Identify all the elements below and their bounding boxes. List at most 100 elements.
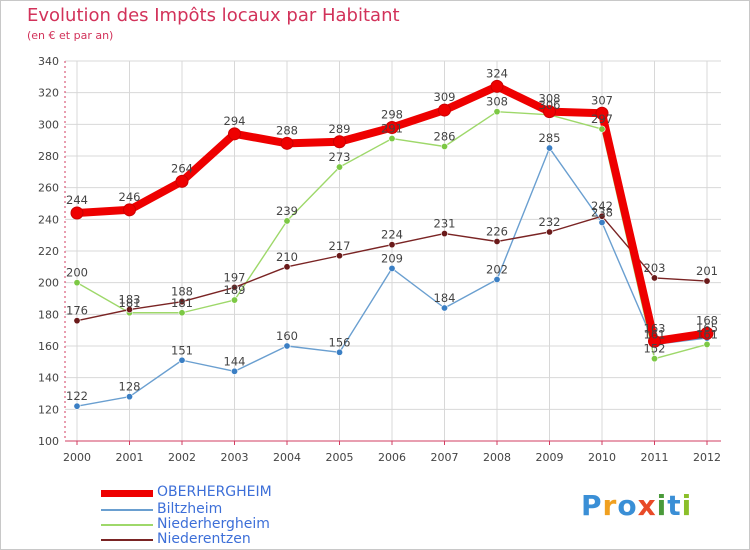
point-oberhergheim: [648, 334, 661, 348]
data-label-niederentzen: 183: [119, 293, 141, 307]
point-biltzheim: [126, 393, 134, 401]
y-tick-label: 340: [38, 55, 59, 68]
point-biltzheim: [231, 367, 239, 375]
point-biltzheim: [545, 144, 553, 152]
x-tick-label: 2004: [273, 451, 301, 464]
x-tick-label: 2005: [326, 451, 354, 464]
y-tick-label: 240: [38, 213, 59, 226]
x-tick-label: 2009: [536, 451, 564, 464]
data-label-niederentzen: 242: [591, 199, 613, 213]
point-niederentzen: [388, 241, 396, 249]
data-label-niederhergheim: 161: [696, 327, 718, 341]
data-label-niederentzen: 224: [381, 228, 403, 242]
data-label-niederentzen: 176: [66, 304, 88, 318]
x-tick-label: 2003: [221, 451, 249, 464]
data-label-niederentzen: 217: [329, 239, 351, 253]
point-oberhergheim: [490, 79, 504, 93]
data-label-niederhergheim: 308: [486, 95, 508, 109]
point-niederentzen: [703, 277, 711, 285]
data-label-biltzheim: 202: [486, 263, 508, 277]
point-oberhergheim: [175, 174, 189, 188]
x-tick-label: 2001: [116, 451, 144, 464]
x-tick-label: 2002: [168, 451, 196, 464]
data-label-biltzheim: 161: [644, 327, 666, 341]
data-label-niederentzen: 203: [644, 261, 666, 275]
data-label-biltzheim: 285: [539, 131, 561, 145]
data-label-oberhergheim: 309: [434, 90, 456, 104]
point-oberhergheim: [228, 127, 241, 141]
data-label-niederhergheim: 286: [434, 130, 456, 144]
y-tick-label: 300: [38, 118, 59, 131]
data-label-niederhergheim: 181: [119, 296, 141, 310]
x-tick-label: 2000: [63, 451, 91, 464]
point-niederentzen: [650, 274, 658, 282]
y-tick-label: 260: [38, 182, 59, 195]
x-tick-label: 2008: [483, 451, 511, 464]
point-oberhergheim: [595, 106, 609, 120]
point-oberhergheim: [700, 326, 714, 340]
data-label-oberhergheim: 294: [224, 114, 246, 128]
point-niederhergheim: [388, 135, 396, 143]
point-biltzheim: [598, 219, 606, 227]
point-biltzheim: [493, 275, 501, 283]
point-niederentzen: [493, 238, 501, 246]
point-oberhergheim: [280, 136, 294, 150]
legend-label: Biltzheim: [157, 501, 223, 517]
logo-letter: i: [681, 489, 693, 522]
data-label-niederhergheim: 306: [539, 98, 561, 112]
point-biltzheim: [73, 402, 81, 410]
point-niederhergheim: [73, 279, 81, 287]
data-label-niederhergheim: 200: [66, 266, 88, 280]
data-label-biltzheim: 156: [329, 335, 351, 349]
data-label-niederhergheim: 152: [644, 342, 666, 356]
chart-title: Evolution des Impôts locaux par Habitant: [27, 5, 400, 26]
y-tick-label: 140: [38, 372, 59, 385]
point-oberhergheim: [438, 103, 451, 117]
data-label-niederhergheim: 273: [329, 150, 351, 164]
point-niederhergheim: [598, 125, 606, 133]
data-label-biltzheim: 144: [224, 354, 246, 368]
y-tick-label: 120: [38, 403, 59, 416]
y-tick-label: 100: [38, 435, 59, 448]
data-label-niederhergheim: 189: [224, 283, 246, 297]
point-niederentzen: [73, 317, 81, 325]
data-label-biltzheim: 151: [171, 343, 193, 357]
data-label-oberhergheim: 168: [696, 313, 718, 327]
data-label-oberhergheim: 288: [276, 123, 298, 137]
data-label-niederhergheim: 291: [381, 122, 403, 136]
x-tick-label: 2007: [431, 451, 459, 464]
data-label-oberhergheim: 298: [381, 108, 403, 122]
logo-letter: i: [656, 489, 668, 522]
point-oberhergheim: [385, 121, 399, 134]
data-label-niederentzen: 197: [224, 270, 246, 284]
point-niederentzen: [283, 263, 291, 271]
data-label-oberhergheim: 163: [644, 321, 666, 335]
y-tick-label: 180: [38, 308, 59, 321]
data-label-niederentzen: 231: [434, 217, 456, 231]
data-label-biltzheim: 165: [696, 321, 718, 335]
data-label-niederentzen: 210: [276, 250, 298, 264]
point-biltzheim: [335, 348, 343, 356]
data-label-niederhergheim: 239: [276, 204, 298, 218]
data-label-oberhergheim: 324: [486, 66, 508, 80]
data-label-niederentzen: 188: [171, 285, 193, 299]
point-oberhergheim: [123, 203, 136, 217]
y-tick-label: 280: [38, 150, 59, 163]
data-label-niederentzen: 201: [696, 264, 718, 278]
data-label-biltzheim: 209: [381, 251, 403, 265]
axis-layer: 100 120 140 160 180 200 220 240 260 280 300 320 340 2…: [38, 55, 721, 464]
legend-label: OBERHERGHEIM: [157, 484, 272, 500]
data-label-niederhergheim: 181: [171, 296, 193, 310]
point-niederhergheim: [703, 340, 711, 348]
point-biltzheim: [178, 356, 186, 364]
y-tick-label: 160: [38, 340, 59, 353]
point-niederentzen: [440, 230, 448, 238]
logo-letter: r: [602, 489, 618, 522]
x-tick-label: 2012: [693, 451, 721, 464]
point-oberhergheim: [70, 206, 84, 220]
point-biltzheim: [388, 264, 396, 272]
data-label-biltzheim: 122: [66, 389, 88, 403]
point-niederentzen: [126, 306, 134, 314]
